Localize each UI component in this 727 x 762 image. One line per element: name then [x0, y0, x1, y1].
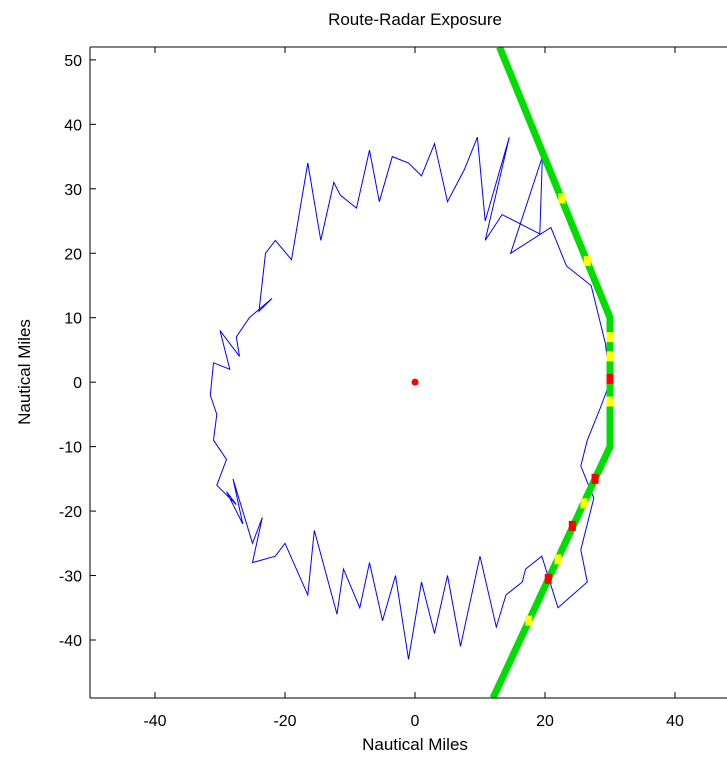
y-tick-label: 10	[64, 311, 82, 328]
exposure-marker-low	[606, 396, 614, 407]
x-tick-label: 0	[411, 713, 420, 730]
exposure-marker-high	[568, 520, 576, 531]
exposure-marker-low	[606, 351, 614, 362]
y-tick-label: 50	[64, 53, 82, 70]
axes-layer: -40 -20 0 20 40 50 40 30 20 10 0 -10 -20 -30 -40	[59, 46, 727, 730]
x-tick-label: -40	[143, 713, 166, 730]
y-tick-label: 40	[64, 117, 82, 134]
exposure-marker-high	[591, 473, 599, 484]
y-tick-label: 20	[64, 246, 82, 263]
y-tick-label: -40	[59, 633, 82, 650]
x-tick-label: -20	[273, 713, 296, 730]
exposure-marker-low	[554, 554, 562, 565]
exposure-marker-low	[525, 615, 533, 626]
chart-title: Route-Radar Exposure	[328, 10, 502, 29]
y-tick-label: -30	[59, 569, 82, 586]
data-layer	[209, 47, 614, 698]
y-tick-label: -20	[59, 504, 82, 521]
exposure-marker-high	[606, 373, 614, 384]
y-tick-label: 0	[73, 375, 82, 392]
x-axis-label: Nautical Miles	[362, 735, 468, 754]
radar-coverage-line	[209, 137, 611, 660]
exposure-marker-low	[558, 193, 566, 204]
x-tick-label: 20	[536, 713, 554, 730]
y-tick-label: -10	[59, 440, 82, 457]
x-tick-label: 40	[666, 713, 684, 730]
exposure-marker-low	[583, 255, 591, 266]
y-tick-label: 30	[64, 182, 82, 199]
radar-site-marker	[411, 378, 419, 386]
exposure-marker-low	[606, 332, 614, 343]
exposure-marker-high	[544, 573, 552, 584]
exposure-marker-low	[580, 498, 588, 509]
route-line	[489, 47, 614, 698]
